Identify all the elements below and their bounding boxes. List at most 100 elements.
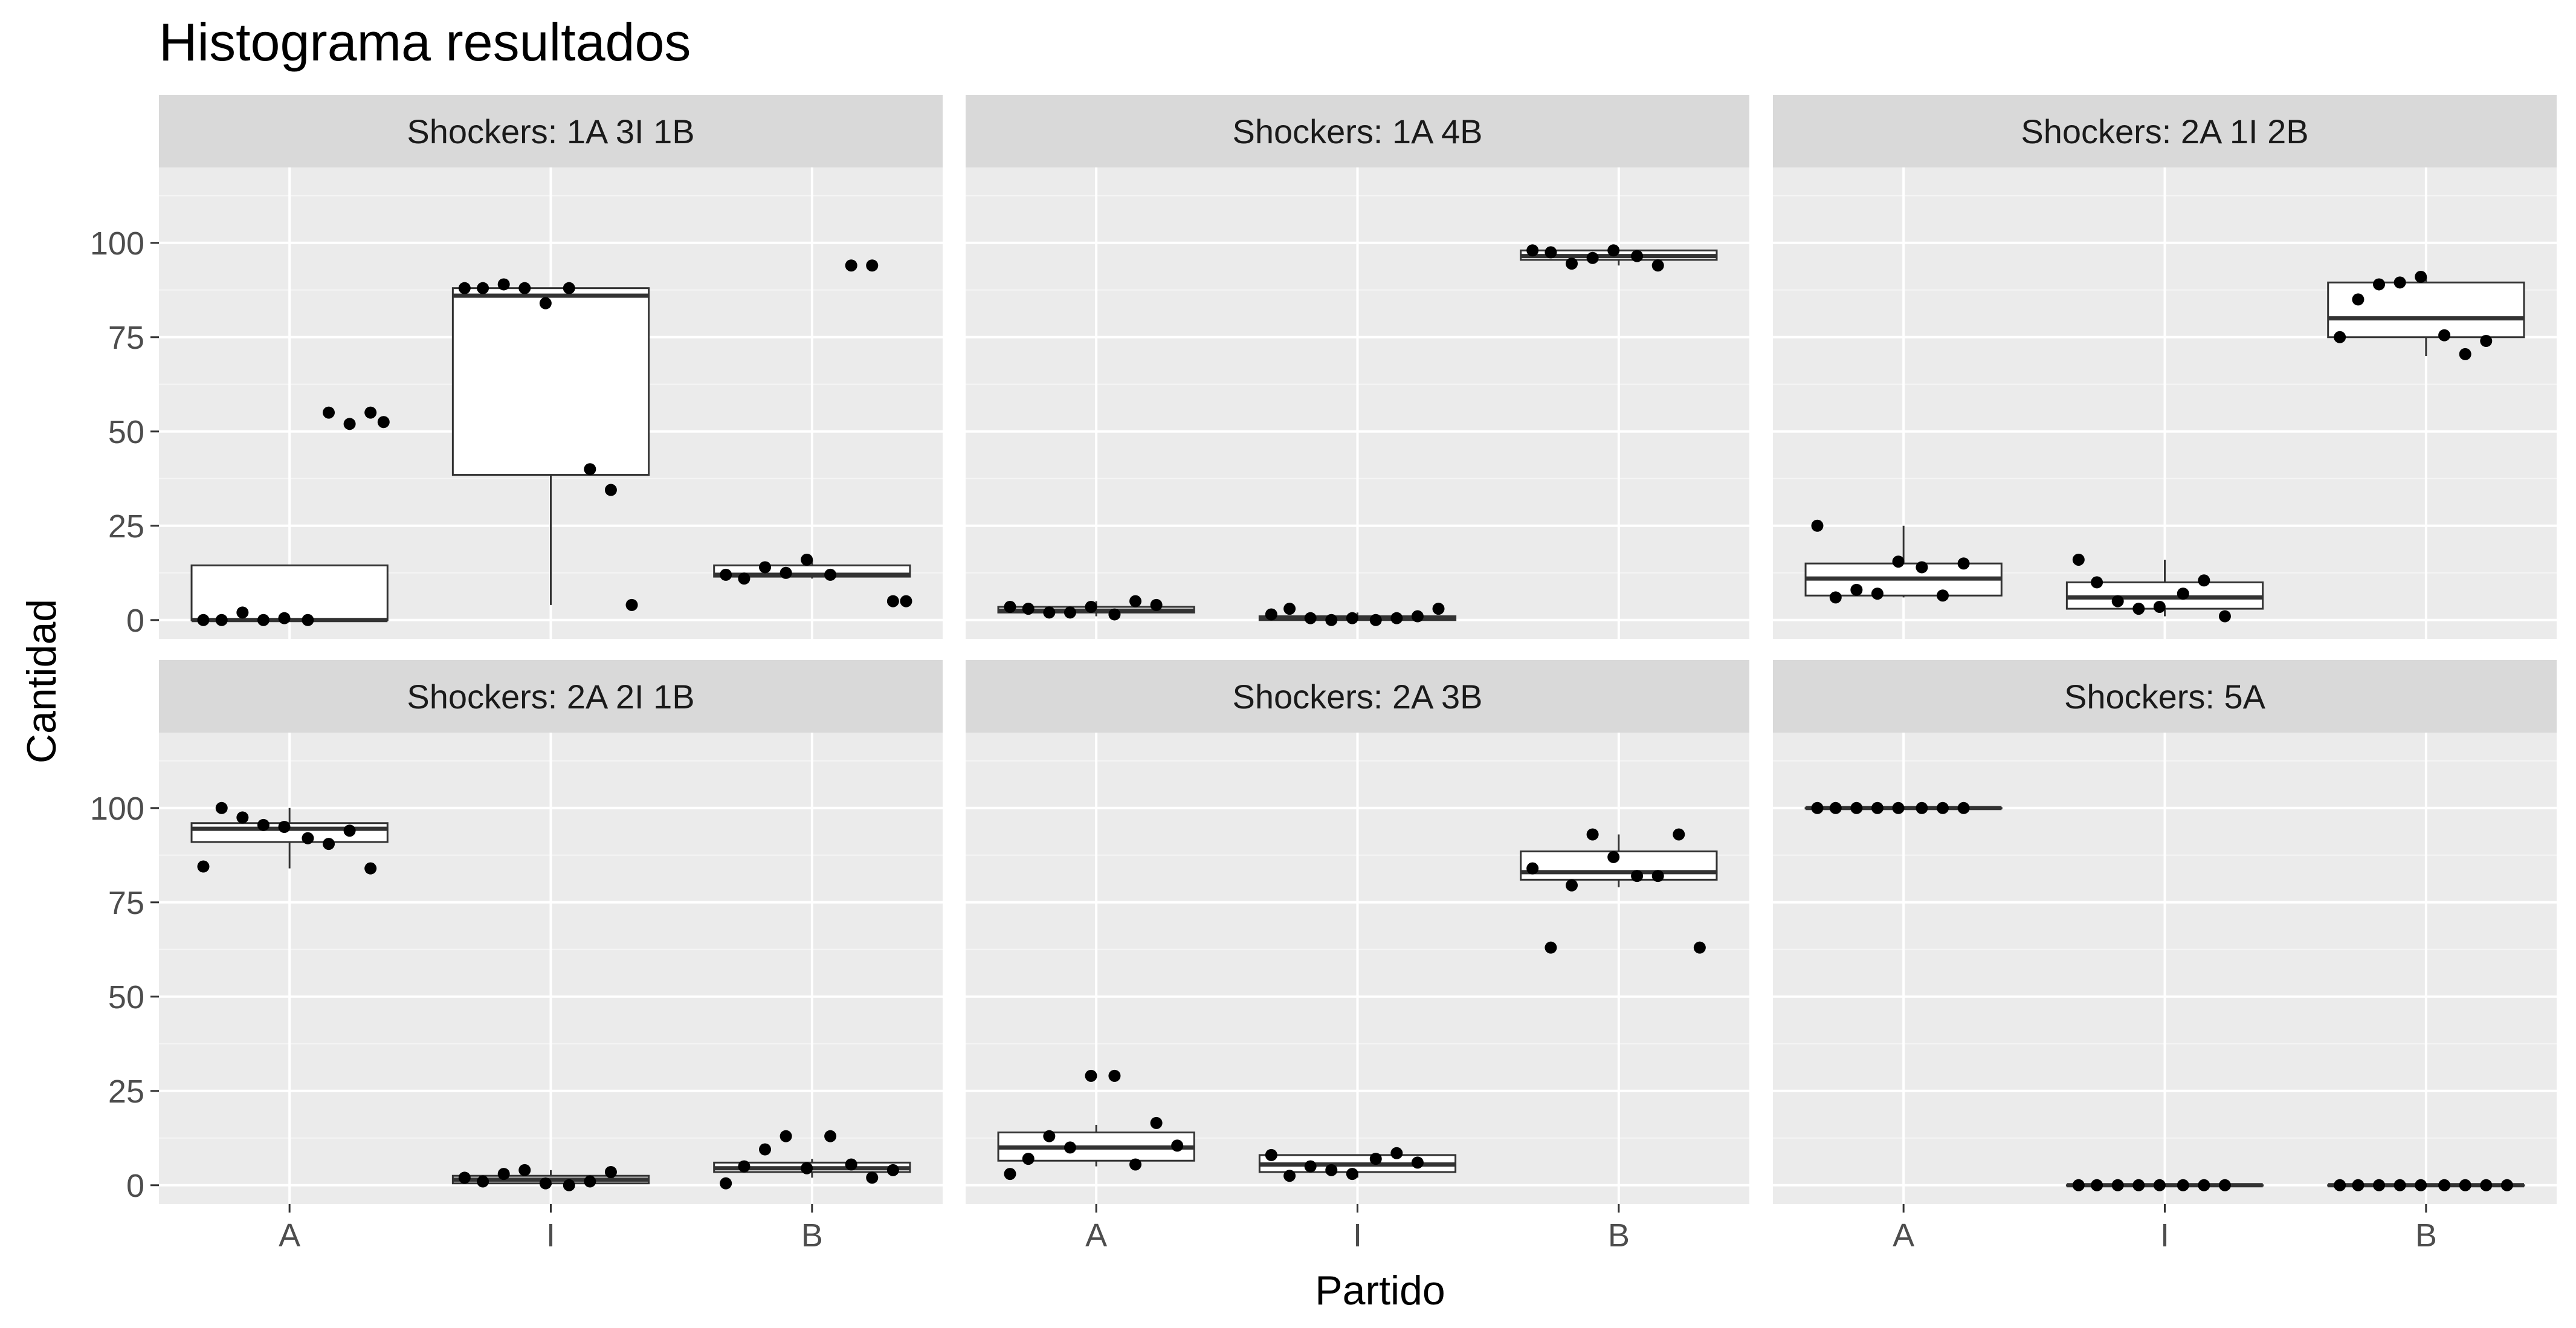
data-point — [2111, 1179, 2124, 1191]
data-point — [866, 259, 879, 272]
y-tick-label: 100 — [90, 791, 144, 827]
facet-strip — [159, 660, 943, 733]
y-tick-label: 25 — [108, 1074, 144, 1110]
data-point — [1171, 1139, 1184, 1152]
chart-title: Histograma resultados — [159, 12, 691, 72]
data-point — [1150, 598, 1163, 611]
boxplot-I — [2065, 1179, 2264, 1191]
data-point — [1432, 603, 1445, 615]
data-point — [2132, 603, 2145, 615]
boxplot-A — [1804, 802, 2003, 814]
data-point — [2177, 1179, 2189, 1191]
y-tick-label: 0 — [126, 603, 144, 639]
data-point — [1085, 1069, 1097, 1082]
data-point — [2153, 1179, 2166, 1191]
data-point — [1871, 588, 1884, 600]
data-point — [2438, 1179, 2451, 1191]
x-axis-title: Partido — [1315, 1268, 1445, 1313]
data-point — [1108, 1069, 1121, 1082]
data-point — [518, 282, 531, 294]
box — [190, 564, 389, 621]
data-point — [2373, 1179, 2386, 1191]
data-point — [2459, 348, 2471, 360]
data-point — [1916, 561, 1928, 574]
data-point — [1390, 612, 1403, 624]
data-point — [1937, 802, 1949, 814]
data-point — [845, 1158, 857, 1171]
data-point — [1108, 608, 1121, 621]
boxplot-B — [713, 259, 912, 607]
data-point — [625, 598, 638, 611]
data-point — [780, 1130, 792, 1142]
data-point — [1651, 259, 1664, 272]
data-point — [1043, 606, 1056, 619]
data-point — [1631, 250, 1644, 262]
data-point — [1937, 589, 1949, 602]
data-point — [2459, 1179, 2471, 1191]
data-point — [886, 595, 899, 607]
facet-panel: Shockers: 1A 3I 1B 0 25 50 75 100 — [90, 95, 943, 639]
x-tick-label: I — [1353, 1217, 1362, 1254]
data-point — [215, 614, 228, 626]
data-point — [824, 568, 837, 581]
data-point — [2394, 1179, 2406, 1191]
data-point — [1916, 802, 1928, 814]
data-point — [236, 606, 249, 619]
data-point — [343, 418, 356, 430]
boxplot-A — [190, 406, 390, 626]
data-point — [215, 802, 228, 814]
facet-strip — [159, 95, 943, 167]
data-point — [720, 568, 732, 581]
data-point — [1545, 246, 1557, 259]
facet-strip — [966, 95, 1749, 167]
y-tick-label: 0 — [126, 1168, 144, 1204]
data-point — [1850, 802, 1863, 814]
data-point — [2480, 335, 2493, 348]
boxplot-I — [451, 1164, 650, 1191]
data-point — [343, 824, 356, 837]
box — [451, 287, 650, 476]
data-point — [1957, 802, 1970, 814]
data-point — [1673, 828, 1685, 841]
data-point — [759, 1143, 772, 1156]
x-tick-label: A — [1893, 1217, 1914, 1254]
facet-panel: Shockers: 2A 3B A I B — [966, 660, 1749, 1254]
data-point — [900, 595, 912, 607]
facet-panel: Shockers: 2A 2I 1B 0 25 50 75 100 A I B — [90, 660, 943, 1254]
data-point — [302, 614, 314, 626]
data-point — [458, 1171, 471, 1184]
data-point — [1369, 614, 1382, 626]
data-point — [1586, 251, 1599, 264]
data-point — [1586, 828, 1599, 841]
data-point — [604, 1165, 617, 1178]
boxplot-A — [997, 595, 1195, 621]
x-tick-label: I — [546, 1217, 555, 1254]
facet-strip — [1773, 95, 2557, 167]
facet-strip-label: Shockers: 2A 1I 2B — [2021, 112, 2308, 151]
data-point — [1265, 1148, 1277, 1161]
data-point — [197, 860, 210, 873]
facet-strip — [966, 660, 1749, 733]
box — [2327, 281, 2525, 338]
y-tick-label: 25 — [108, 508, 144, 545]
data-point — [1304, 1160, 1317, 1173]
y-tick-label: 75 — [108, 885, 144, 921]
data-point — [2132, 1179, 2145, 1191]
x-tick-label: I — [2160, 1217, 2169, 1254]
boxplot-I — [451, 278, 650, 611]
data-point — [1129, 595, 1142, 607]
data-point — [1631, 870, 1644, 883]
data-point — [720, 1177, 732, 1190]
data-point — [2218, 610, 2231, 623]
data-point — [2198, 574, 2210, 587]
boxplot-I — [1258, 1147, 1457, 1182]
data-point — [2072, 1179, 2085, 1191]
data-point — [866, 1171, 879, 1184]
data-point — [563, 282, 575, 294]
data-point — [1651, 870, 1664, 883]
boxplot-A — [997, 1069, 1195, 1181]
data-point — [2153, 600, 2166, 613]
data-point — [2334, 1179, 2346, 1191]
facet-strip-label: Shockers: 5A — [2064, 678, 2266, 716]
